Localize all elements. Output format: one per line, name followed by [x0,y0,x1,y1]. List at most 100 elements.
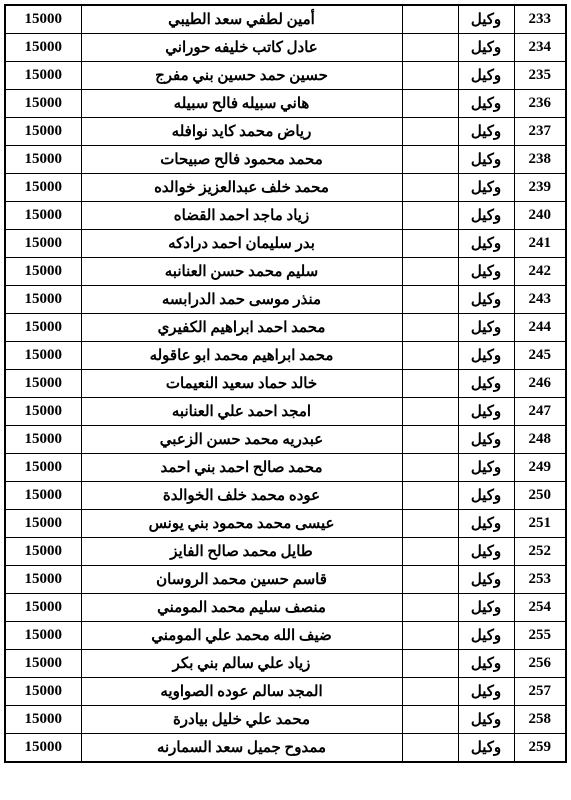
row-name: أمين لطفي سعد الطيبي [81,5,402,34]
row-role: وكيل [458,258,514,286]
row-amount: 15000 [5,258,81,286]
row-name: عيسى محمد محمود بني يونس [81,510,402,538]
table-row: 257وكيلالمجد سالم عوده الصواويه15000 [5,678,566,706]
row-role: وكيل [458,482,514,510]
row-role: وكيل [458,734,514,763]
row-amount: 15000 [5,454,81,482]
row-role: وكيل [458,62,514,90]
row-name: قاسم حسين محمد الروسان [81,566,402,594]
row-number: 235 [514,62,566,90]
row-empty [402,482,458,510]
row-amount: 15000 [5,510,81,538]
row-amount: 15000 [5,230,81,258]
row-role: وكيل [458,90,514,118]
row-name: سليم محمد حسن العنانبه [81,258,402,286]
table-row: 239وكيل محمد خلف عبدالعزيز خوالده15000 [5,174,566,202]
row-number: 238 [514,146,566,174]
table-row: 241وكيلبدر سليمان احمد درادكه15000 [5,230,566,258]
row-empty [402,174,458,202]
row-empty [402,286,458,314]
table-row: 258وكيلمحمد علي خليل بيادرة15000 [5,706,566,734]
table-row: 244وكيلمحمد احمد ابراهيم الكفيري15000 [5,314,566,342]
row-role: وكيل [458,370,514,398]
table-row: 252وكيلطايل محمد صالح الفايز15000 [5,538,566,566]
row-amount: 15000 [5,342,81,370]
row-empty [402,62,458,90]
row-role: وكيل [458,426,514,454]
row-name: عادل كاتب خليفه حوراني [81,34,402,62]
row-name: منصف سليم محمد المومني [81,594,402,622]
row-number: 251 [514,510,566,538]
row-number: 241 [514,230,566,258]
row-amount: 15000 [5,118,81,146]
row-role: وكيل [458,174,514,202]
row-empty [402,566,458,594]
row-amount: 15000 [5,622,81,650]
row-empty [402,370,458,398]
table-row: 242وكيل سليم محمد حسن العنانبه15000 [5,258,566,286]
row-amount: 15000 [5,202,81,230]
row-empty [402,594,458,622]
row-name: محمد محمود فالح صبيحات [81,146,402,174]
row-number: 248 [514,426,566,454]
row-number: 234 [514,34,566,62]
row-name: عوده محمد خلف الخوالدة [81,482,402,510]
row-number: 259 [514,734,566,763]
table-row: 243وكيلمنذر موسى حمد الدرابسه15000 [5,286,566,314]
row-name: رياض محمد كايد نوافله [81,118,402,146]
row-role: وكيل [458,398,514,426]
row-amount: 15000 [5,146,81,174]
row-name: محمد صالح احمد بني احمد [81,454,402,482]
table-row: 250وكيلعوده محمد خلف الخوالدة15000 [5,482,566,510]
table-row: 248وكيل عبدريه محمد حسن الزعبي15000 [5,426,566,454]
row-number: 254 [514,594,566,622]
row-number: 253 [514,566,566,594]
row-role: وكيل [458,566,514,594]
row-number: 257 [514,678,566,706]
table-row: 259وكيلممدوح جميل سعد السمارنه15000 [5,734,566,763]
row-empty [402,398,458,426]
table-row: 253وكيل قاسم حسين محمد الروسان15000 [5,566,566,594]
row-name: زياد ماجد احمد القضاه [81,202,402,230]
row-name: بدر سليمان احمد درادكه [81,230,402,258]
row-empty [402,202,458,230]
row-number: 258 [514,706,566,734]
row-empty [402,538,458,566]
row-number: 237 [514,118,566,146]
row-empty [402,258,458,286]
row-amount: 15000 [5,566,81,594]
row-empty [402,678,458,706]
row-number: 239 [514,174,566,202]
row-number: 242 [514,258,566,286]
row-amount: 15000 [5,426,81,454]
row-amount: 15000 [5,734,81,763]
row-amount: 15000 [5,174,81,202]
row-name: محمد احمد ابراهيم الكفيري [81,314,402,342]
row-name: حسين حمد حسين بني مفرج [81,62,402,90]
table-row: 233وكيلأمين لطفي سعد الطيبي15000 [5,5,566,34]
row-name: محمد خلف عبدالعزيز خوالده [81,174,402,202]
row-amount: 15000 [5,314,81,342]
row-amount: 15000 [5,650,81,678]
row-amount: 15000 [5,706,81,734]
row-empty [402,650,458,678]
row-role: وكيل [458,342,514,370]
table-row: 234وكيلعادل كاتب خليفه حوراني15000 [5,34,566,62]
row-role: وكيل [458,118,514,146]
row-name: محمد ابراهيم محمد ابو عاقوله [81,342,402,370]
row-role: وكيل [458,34,514,62]
row-number: 256 [514,650,566,678]
row-role: وكيل [458,594,514,622]
row-role: وكيل [458,538,514,566]
row-name: عبدريه محمد حسن الزعبي [81,426,402,454]
row-empty [402,90,458,118]
row-empty [402,622,458,650]
row-amount: 15000 [5,678,81,706]
row-role: وكيل [458,146,514,174]
row-empty [402,118,458,146]
table-body: 233وكيلأمين لطفي سعد الطيبي15000234وكيلع… [5,5,566,762]
row-empty [402,734,458,763]
row-name: طايل محمد صالح الفايز [81,538,402,566]
row-role: وكيل [458,678,514,706]
row-number: 243 [514,286,566,314]
